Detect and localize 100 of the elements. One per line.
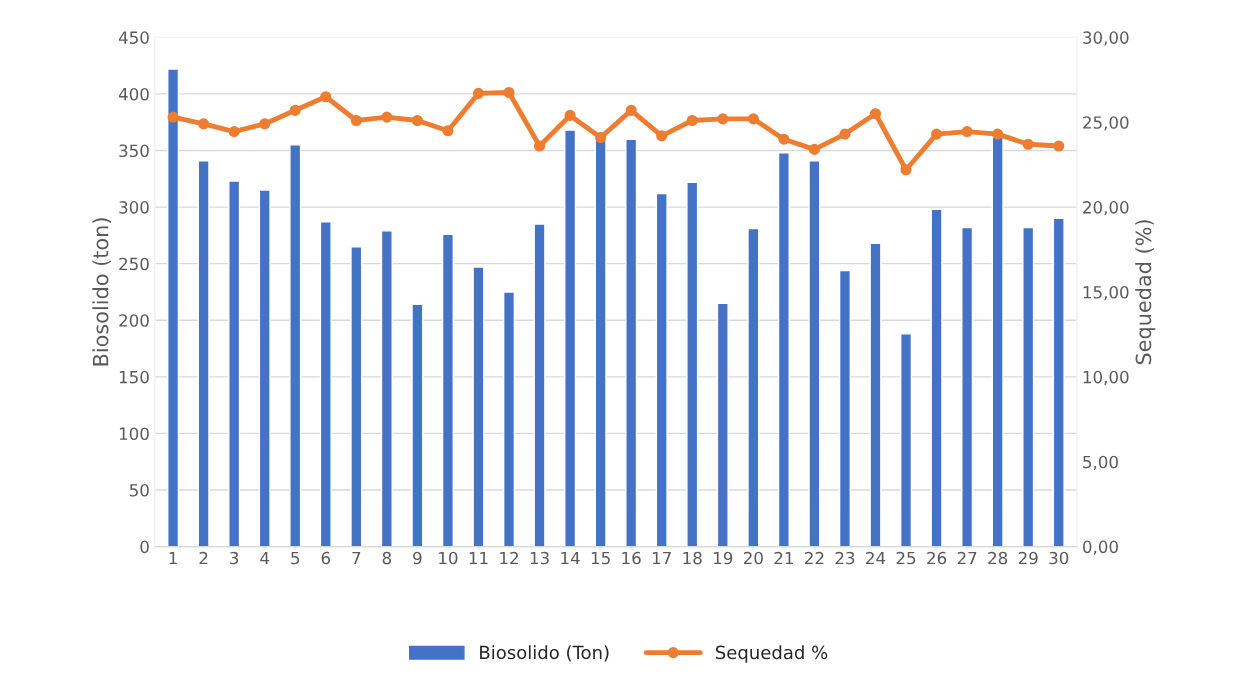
y2-tick-label: 30,00 bbox=[1083, 31, 1129, 46]
x-tick-label: 23 bbox=[835, 551, 855, 565]
y-tick-label: 250 bbox=[119, 257, 149, 271]
x-tick-label: 20 bbox=[743, 551, 763, 565]
bar bbox=[564, 129, 577, 547]
bar bbox=[808, 160, 821, 547]
bar bbox=[686, 181, 699, 547]
point bbox=[564, 109, 576, 121]
bar bbox=[625, 138, 638, 547]
x-tick-label: 13 bbox=[530, 551, 549, 565]
x-tick-label: 12 bbox=[500, 551, 518, 565]
bar bbox=[319, 221, 332, 547]
point bbox=[625, 104, 637, 116]
point bbox=[259, 118, 271, 130]
x-tick-label: 10 bbox=[439, 551, 458, 565]
x-tick-label: 1 bbox=[169, 551, 177, 565]
point bbox=[167, 111, 179, 123]
point bbox=[411, 114, 423, 127]
x-tick-label: 29 bbox=[1018, 551, 1038, 565]
x-tick-label: 22 bbox=[805, 551, 824, 565]
y-tick-label: 300 bbox=[119, 201, 149, 214]
point bbox=[992, 128, 1004, 140]
point bbox=[900, 164, 912, 176]
bar bbox=[716, 302, 729, 547]
legend-label: Biosolido (Ton) bbox=[480, 645, 609, 662]
y-tick-label: 400 bbox=[118, 87, 149, 101]
x-tick-label: 14 bbox=[561, 551, 580, 565]
x-tick-label: 6 bbox=[321, 551, 331, 565]
point bbox=[503, 86, 515, 99]
point bbox=[533, 140, 546, 152]
y-tick-label: 0 bbox=[140, 540, 149, 554]
x-tick-label: 11 bbox=[469, 551, 488, 565]
y2-tick-label: 15,00 bbox=[1083, 285, 1129, 301]
y2-axis-title: Sequedad (%) bbox=[1135, 220, 1156, 365]
y-axis-title: Biosolido (ton) bbox=[92, 218, 111, 366]
x-tick-label: 25 bbox=[896, 551, 916, 565]
bar bbox=[930, 208, 943, 547]
bar bbox=[380, 230, 393, 547]
y-tick-label: 50 bbox=[129, 483, 149, 497]
bar bbox=[747, 227, 760, 547]
x-tick-label: 4 bbox=[260, 551, 270, 565]
bar bbox=[899, 333, 913, 547]
bar bbox=[594, 136, 607, 547]
point bbox=[747, 113, 759, 125]
y2-tick-label: 0,00 bbox=[1083, 540, 1118, 555]
bar bbox=[1052, 217, 1065, 547]
y2-tick-label: 5,00 bbox=[1083, 455, 1118, 470]
bar bbox=[289, 144, 302, 547]
point bbox=[808, 143, 820, 155]
bar bbox=[167, 68, 180, 547]
bar bbox=[961, 226, 974, 547]
point bbox=[778, 133, 790, 145]
x-tick-label: 5 bbox=[291, 551, 300, 565]
bar bbox=[533, 223, 546, 547]
point bbox=[595, 131, 607, 144]
point bbox=[686, 114, 698, 127]
bar bbox=[411, 303, 424, 547]
x-tick-label: 15 bbox=[591, 551, 610, 565]
x-tick-label: 28 bbox=[988, 551, 1008, 565]
point bbox=[228, 126, 240, 138]
point bbox=[717, 113, 729, 125]
bar bbox=[472, 266, 485, 547]
point bbox=[656, 130, 668, 142]
x-tick-label: 21 bbox=[774, 551, 793, 565]
bar bbox=[655, 192, 668, 547]
y2-tick-label: 10,00 bbox=[1083, 370, 1129, 386]
x-tick-label: 26 bbox=[927, 551, 947, 565]
x-tick-label: 30 bbox=[1049, 551, 1069, 565]
point bbox=[869, 108, 882, 120]
point bbox=[350, 114, 362, 127]
bar bbox=[777, 152, 790, 547]
bar bbox=[869, 242, 882, 547]
x-tick-label: 24 bbox=[866, 551, 886, 565]
x-tick-label: 19 bbox=[714, 551, 733, 565]
x-tick-label: 16 bbox=[622, 551, 641, 565]
x-tick-label: 9 bbox=[413, 551, 422, 565]
x-tick-label: 3 bbox=[230, 551, 239, 565]
y-tick-label: 200 bbox=[119, 314, 149, 327]
y-tick-label: 150 bbox=[119, 370, 149, 384]
point bbox=[839, 128, 851, 140]
bar bbox=[441, 233, 454, 547]
point bbox=[1053, 140, 1065, 152]
y-tick-label: 350 bbox=[119, 144, 149, 158]
point bbox=[472, 87, 485, 99]
point bbox=[198, 118, 210, 130]
x-tick-label: 7 bbox=[352, 551, 361, 565]
bar bbox=[1022, 226, 1035, 547]
bar bbox=[228, 180, 241, 547]
point bbox=[961, 126, 973, 138]
bar bbox=[991, 136, 1004, 547]
point bbox=[320, 91, 332, 103]
point bbox=[931, 128, 943, 140]
y-tick-label: 100 bbox=[119, 427, 149, 440]
point bbox=[289, 104, 301, 116]
x-tick-label: 18 bbox=[683, 551, 702, 565]
point bbox=[442, 125, 454, 137]
bar bbox=[350, 246, 363, 547]
x-tick-label: 2 bbox=[199, 551, 208, 565]
legend-label: Sequedad % bbox=[715, 645, 828, 663]
bar bbox=[838, 269, 851, 547]
